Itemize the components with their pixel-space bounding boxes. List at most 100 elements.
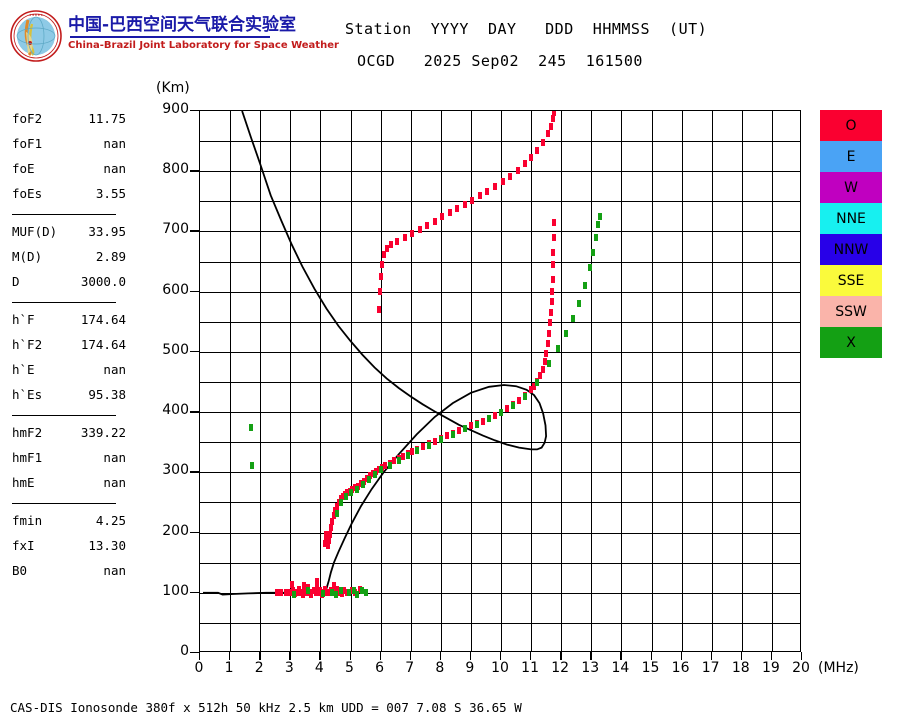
x-tick-mark: [349, 652, 351, 660]
echo-point-x: [426, 441, 431, 449]
vertical-gridline: [771, 111, 773, 651]
x-tick-mark: [259, 652, 261, 660]
station-header-values: OCGD 2025 Sep02 245 161500: [357, 52, 643, 70]
parameter-value: nan: [103, 563, 126, 578]
echo-point-o: [330, 518, 335, 526]
echo-point-o: [432, 437, 437, 445]
echo-point-x: [563, 330, 568, 338]
parameter-name: hmE: [12, 475, 35, 490]
x-tick-label: 13: [581, 660, 600, 676]
parameter-name: foE: [12, 161, 35, 176]
echo-point-o: [545, 339, 550, 347]
x-tick-mark: [560, 652, 562, 660]
echo-point-x: [583, 282, 588, 290]
legend-item-sse[interactable]: SSE: [820, 265, 882, 296]
echo-point-es: [331, 582, 336, 590]
echo-point-o: [335, 502, 340, 510]
echo-point-x: [535, 378, 540, 386]
x-tick-mark: [379, 652, 381, 660]
parameter-value: 174.64: [80, 337, 126, 352]
echo-point-o: [368, 472, 373, 480]
echo-point-o-2hop: [377, 288, 382, 296]
echo-point-es: [274, 589, 279, 597]
echo-point-x: [511, 401, 516, 409]
echo-point-o-2hop: [378, 273, 383, 281]
echo-point-o-2hop: [455, 205, 460, 213]
echo-point-x: [414, 447, 419, 455]
echo-point-o: [546, 329, 551, 337]
x-tick-mark: [620, 652, 622, 660]
echo-point-es-x: [249, 461, 254, 469]
globe-seal-icon: ★★★★★: [10, 10, 62, 62]
echo-point-x: [396, 456, 401, 464]
parameter-row: h`E nan: [8, 359, 138, 384]
echo-point-o-2hop: [515, 167, 520, 175]
echo-point-o: [401, 452, 406, 460]
echo-point-o-2hop: [485, 187, 490, 195]
echo-point-x: [334, 509, 339, 517]
parameter-value: 2.89: [95, 249, 126, 264]
vertical-gridline: [621, 111, 623, 651]
x-tick-label: 1: [224, 660, 234, 676]
horizontal-gridline: [200, 622, 800, 624]
x-tick-label: 8: [435, 660, 445, 676]
echo-point-es-x: [249, 423, 254, 431]
echo-point-x: [523, 392, 528, 400]
echo-point-es: [342, 587, 347, 595]
y-tick-mark: [190, 170, 199, 172]
echo-point-o: [325, 542, 330, 550]
echo-point-o: [410, 447, 415, 455]
parameter-divider: [8, 208, 138, 221]
y-tick-label: 500: [162, 341, 189, 358]
echo-point-o-2hop: [381, 250, 386, 258]
echo-point-x: [593, 233, 598, 241]
echo-point-o: [322, 539, 327, 547]
echo-point-es-x: [320, 590, 325, 598]
echo-point-o: [551, 261, 556, 269]
y-tick-mark: [190, 471, 199, 473]
x-tick-label: 20: [792, 660, 810, 676]
echo-point-o: [480, 417, 485, 425]
echo-point-o: [542, 358, 547, 366]
parameter-value: 33.95: [88, 224, 126, 239]
horizontal-gridline: [200, 562, 800, 564]
echo-point-es-x: [359, 586, 364, 594]
legend-item-x[interactable]: X: [820, 327, 882, 358]
x-tick-mark: [289, 652, 291, 660]
vertical-gridline: [561, 111, 563, 651]
echo-point-es: [309, 591, 314, 599]
echo-point-es: [315, 578, 320, 586]
x-axis-unit-label: (MHz): [818, 660, 859, 676]
legend-item-o[interactable]: O: [820, 110, 882, 141]
y-axis-unit-label: (Km): [156, 80, 190, 96]
vertical-gridline: [380, 111, 382, 651]
y-tick-mark: [190, 230, 199, 232]
horizontal-gridline: [200, 171, 800, 173]
y-tick-mark: [190, 411, 199, 413]
echo-point-o: [383, 462, 388, 470]
legend-item-e[interactable]: E: [820, 141, 882, 172]
echo-point-o: [324, 531, 329, 539]
echo-point-o-2hop: [389, 241, 394, 249]
legend-item-nne[interactable]: NNE: [820, 203, 882, 234]
legend-item-ssw[interactable]: SSW: [820, 296, 882, 327]
parameter-row: h`Es 95.38: [8, 384, 138, 409]
ionogram-plot-area[interactable]: [199, 110, 801, 652]
y-tick-mark: [190, 652, 199, 654]
logo-english-title: China-Brazil Joint Laboratory for Space …: [68, 40, 339, 51]
echo-point-x: [597, 213, 602, 221]
parameter-value: nan: [103, 362, 126, 377]
legend-item-nnw[interactable]: NNW: [820, 234, 882, 265]
y-tick-label: 400: [162, 402, 189, 419]
echo-point-es: [315, 583, 320, 591]
echo-point-es-x: [355, 591, 360, 599]
legend-label: W: [844, 179, 858, 196]
echo-point-es: [324, 589, 329, 597]
horizontal-gridline: [200, 201, 800, 203]
echo-point-o-2hop: [402, 233, 407, 241]
echo-point-o-2hop: [410, 229, 415, 237]
horizontal-gridline: [200, 261, 800, 263]
legend-item-w[interactable]: W: [820, 172, 882, 203]
vertical-gridline: [591, 111, 593, 651]
parameter-row: hmF2 339.22: [8, 422, 138, 447]
